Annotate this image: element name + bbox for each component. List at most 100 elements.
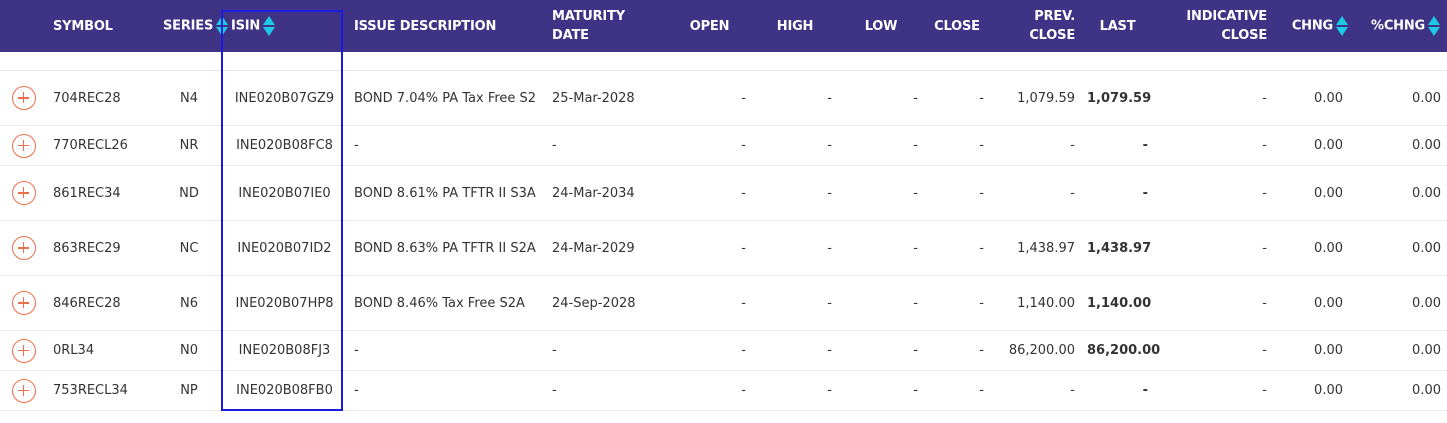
cell-maturity-date: - xyxy=(546,330,667,371)
cell-indicative-close: - xyxy=(1154,70,1273,126)
cell-maturity-date: 24-Mar-2034 xyxy=(546,165,667,221)
cell-chng: 0.00 xyxy=(1273,275,1349,331)
column-header-pchng[interactable]: %CHNG xyxy=(1349,0,1447,52)
cell-close: - xyxy=(924,70,990,126)
cell-pchng: 0.00 xyxy=(1349,165,1447,221)
cell-high: - xyxy=(752,275,838,331)
sort-arrows-icon[interactable] xyxy=(216,15,229,37)
column-header-high[interactable]: HIGH xyxy=(776,18,814,34)
cell-indicative-close: - xyxy=(1154,330,1273,371)
cell-series: N4 xyxy=(157,70,221,126)
cell-high: - xyxy=(752,330,838,371)
cell-symbol[interactable]: 0RL34 xyxy=(47,330,157,371)
cell-indicative-close: - xyxy=(1154,370,1273,411)
cell-high: - xyxy=(752,370,838,411)
cell-close: - xyxy=(924,220,990,276)
cell-chng: 0.00 xyxy=(1273,70,1349,126)
column-header-maturity-date[interactable]: MATURITY DATE xyxy=(552,9,625,43)
cell-last: 1,079.59 xyxy=(1081,70,1154,126)
table-row: 0RL34 N0 INE020B08FJ3 - - - - - - 86,200… xyxy=(0,330,1447,371)
expand-plus-icon[interactable] xyxy=(11,133,36,158)
cell-open: - xyxy=(667,330,752,371)
cell-indicative-close: - xyxy=(1154,220,1273,276)
column-header-indicative-close[interactable]: INDICATIVE CLOSE xyxy=(1186,9,1267,43)
cell-close: - xyxy=(924,330,990,371)
cell-close: - xyxy=(924,370,990,411)
column-header-series[interactable]: SERIES xyxy=(157,0,229,52)
cell-isin: INE020B08FB0 xyxy=(221,370,348,411)
cell-series: N6 xyxy=(157,275,221,331)
cell-chng: 0.00 xyxy=(1273,165,1349,221)
cell-low: - xyxy=(838,125,924,166)
expand-plus-icon[interactable] xyxy=(11,338,36,363)
cell-symbol[interactable]: 704REC28 xyxy=(47,70,157,126)
cell-symbol[interactable]: 863REC29 xyxy=(47,220,157,276)
table-row: 770RECL26 NR INE020B08FC8 - - - - - - - … xyxy=(0,125,1447,166)
cell-pchng: 0.00 xyxy=(1349,125,1447,166)
column-header-close[interactable]: CLOSE xyxy=(934,18,980,34)
expand-plus-icon[interactable] xyxy=(11,86,36,110)
cell-issue-description: BOND 8.46% Tax Free S2A xyxy=(348,275,546,331)
cell-pchng: 0.00 xyxy=(1349,275,1447,331)
cell-pchng: 0.00 xyxy=(1349,220,1447,276)
cell-last: 86,200.00 xyxy=(1081,330,1160,371)
cell-last: 1,140.00 xyxy=(1081,275,1154,331)
cell-symbol[interactable]: 861REC34 xyxy=(47,165,157,221)
cell-close: - xyxy=(924,165,990,221)
column-header-prev-close[interactable]: PREV. CLOSE xyxy=(1029,9,1075,43)
column-header-open[interactable]: OPEN xyxy=(689,18,730,34)
cell-open: - xyxy=(667,70,752,126)
expand-plus-icon[interactable] xyxy=(11,378,36,403)
cell-symbol[interactable]: 770RECL26 xyxy=(47,125,157,166)
cell-isin: INE020B07HP8 xyxy=(221,275,348,331)
column-header-symbol[interactable]: SYMBOL xyxy=(53,18,113,34)
column-header-isin[interactable]: ISIN xyxy=(221,0,348,52)
cell-prev-close: 1,079.59 xyxy=(990,70,1081,126)
cell-open: - xyxy=(667,370,752,411)
cell-series: NR xyxy=(157,125,221,166)
sort-arrows-icon[interactable] xyxy=(1428,15,1441,37)
cell-last: 1,438.97 xyxy=(1081,220,1154,276)
column-header-issue-description[interactable]: ISSUE DESCRIPTION xyxy=(354,18,497,34)
cell-isin: INE020B07ID2 xyxy=(221,220,348,276)
cell-symbol[interactable]: 846REC28 xyxy=(47,275,157,331)
cell-prev-close: - xyxy=(990,165,1081,221)
cell-isin: INE020B07GZ9 xyxy=(221,70,348,126)
expand-plus-icon[interactable] xyxy=(11,181,36,205)
cell-indicative-close: - xyxy=(1154,165,1273,221)
cell-maturity-date: - xyxy=(546,125,667,166)
bond-data-table: SYMBOL SERIES ISIN ISSUE DESCRIPTION MAT… xyxy=(0,0,1447,411)
cell-series: NP xyxy=(157,370,221,411)
cell-issue-description: - xyxy=(348,370,546,411)
expand-plus-icon[interactable] xyxy=(11,236,36,260)
sort-arrows-icon[interactable] xyxy=(263,15,276,37)
cell-close: - xyxy=(924,275,990,331)
cell-high: - xyxy=(752,165,838,221)
table-row: 753RECL34 NP INE020B08FB0 - - - - - - - … xyxy=(0,370,1447,411)
cell-isin: INE020B08FJ3 xyxy=(221,330,348,371)
column-header-last[interactable]: LAST xyxy=(1099,18,1136,34)
cell-maturity-date: 25-Mar-2028 xyxy=(546,70,667,126)
cell-close: - xyxy=(924,125,990,166)
sort-arrows-icon[interactable] xyxy=(1336,15,1349,37)
cell-prev-close: - xyxy=(990,370,1081,411)
cell-high: - xyxy=(752,220,838,276)
table-header-row: SYMBOL SERIES ISIN ISSUE DESCRIPTION MAT… xyxy=(0,0,1447,52)
cell-maturity-date: - xyxy=(546,370,667,411)
cell-low: - xyxy=(838,70,924,126)
column-header-low[interactable]: LOW xyxy=(864,18,898,34)
cell-indicative-close: - xyxy=(1154,125,1273,166)
cell-issue-description: - xyxy=(348,330,546,371)
cell-series: NC xyxy=(157,220,221,276)
expand-plus-icon[interactable] xyxy=(11,291,36,315)
cell-last: - xyxy=(1081,125,1154,166)
expand-column-header xyxy=(0,0,47,52)
cell-high: - xyxy=(752,125,838,166)
column-header-chng[interactable]: CHNG xyxy=(1273,0,1349,52)
cell-prev-close: 86,200.00 xyxy=(990,330,1081,371)
cell-issue-description: BOND 8.61% PA TFTR II S3A xyxy=(348,165,546,221)
cell-issue-description: BOND 7.04% PA Tax Free S2 xyxy=(348,70,546,126)
cell-open: - xyxy=(667,220,752,276)
cell-isin: INE020B07IE0 xyxy=(221,165,348,221)
cell-symbol[interactable]: 753RECL34 xyxy=(47,370,157,411)
